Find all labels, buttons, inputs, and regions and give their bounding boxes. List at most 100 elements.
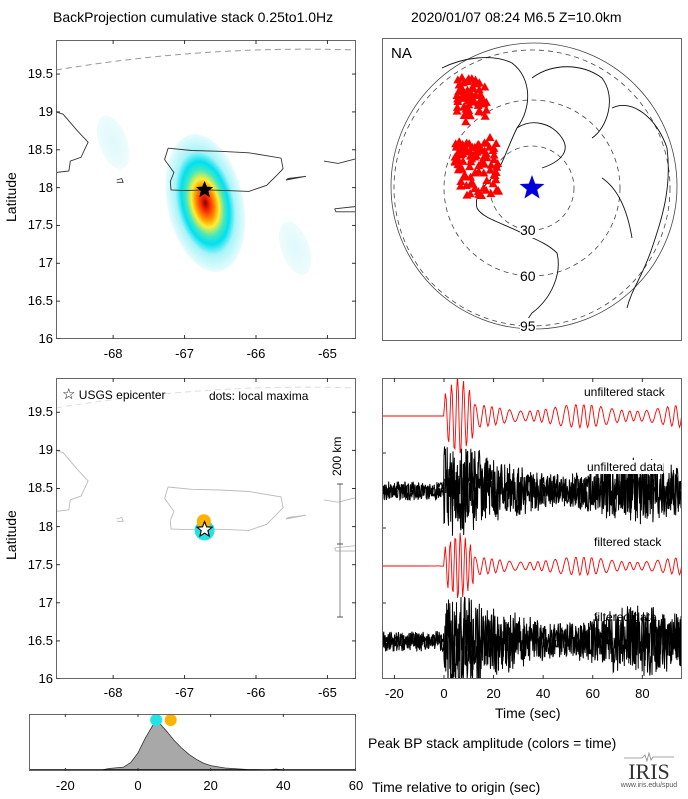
ring-label-30: 30 bbox=[520, 222, 536, 238]
iris-logo: IRIS www.iris.edu/spud bbox=[618, 752, 680, 789]
station-triangle-icon bbox=[486, 160, 496, 169]
secondary-lobe bbox=[279, 221, 312, 275]
station-triangle-icon bbox=[480, 111, 490, 120]
xtick-label: -20 bbox=[384, 686, 404, 701]
station-triangle-icon bbox=[469, 97, 479, 106]
coastline-st-croix bbox=[334, 206, 356, 213]
continent-outline bbox=[611, 104, 669, 309]
station-triangle-icon bbox=[452, 102, 462, 111]
iris-logo-text: IRIS bbox=[628, 759, 670, 784]
station-triangle-icon bbox=[490, 171, 500, 179]
trace-label-unfiltered-stack: unfiltered stack bbox=[584, 385, 665, 399]
station-triangle-icon bbox=[469, 150, 479, 159]
ytick-label: 16.5 bbox=[27, 632, 53, 648]
station-triangle-icon bbox=[481, 105, 491, 114]
trace-label-filtered-data: filtered data bbox=[594, 610, 657, 624]
xtick-label: -20 bbox=[55, 778, 75, 793]
station-triangle-icon bbox=[473, 186, 483, 195]
network-label: NA bbox=[391, 45, 412, 62]
ytick-label: 17 bbox=[38, 255, 53, 271]
station-triangle-icon bbox=[480, 82, 490, 91]
scale-bar-label: 200 km bbox=[330, 436, 344, 476]
xtick-label: 40 bbox=[276, 778, 291, 793]
heatmap-ylabel: Latitude bbox=[3, 172, 19, 222]
maxima-ylabel: Latitude bbox=[3, 510, 19, 560]
continent-outline bbox=[531, 66, 610, 139]
plot-frame bbox=[382, 378, 682, 679]
coastline-mona bbox=[116, 516, 124, 522]
local-maximum-dot bbox=[196, 514, 211, 529]
station-triangle-icon bbox=[493, 186, 503, 195]
station-triangle-icon bbox=[465, 162, 475, 171]
station-triangle-icon bbox=[453, 159, 463, 168]
backprojection-heatmap bbox=[56, 40, 356, 339]
seismogram-panel bbox=[382, 378, 682, 679]
station-triangle-icon bbox=[474, 107, 484, 116]
heatmap-title: BackProjection cumulative stack 0.25to1.… bbox=[53, 9, 334, 25]
coastline-vieques bbox=[285, 175, 307, 181]
xtick-label: 0 bbox=[134, 778, 142, 793]
station-triangle-icon bbox=[484, 142, 494, 151]
peak-xlabel: Time relative to origin (sec) bbox=[372, 779, 541, 795]
station-triangle-icon bbox=[465, 189, 475, 198]
peak-amplitude-plot bbox=[29, 714, 356, 771]
station-triangle-icon bbox=[452, 91, 462, 100]
epicenter-star-icon bbox=[196, 180, 214, 198]
station-triangle-icon bbox=[453, 97, 463, 106]
station-triangle-icon bbox=[461, 180, 471, 189]
station-triangle-icon bbox=[454, 148, 464, 157]
ytick-label: 17.5 bbox=[27, 217, 53, 233]
station-triangle-icon bbox=[486, 189, 496, 198]
xtick-label: -68 bbox=[103, 685, 123, 700]
coastline-hispaniola bbox=[56, 449, 89, 512]
ytick-label: 17.5 bbox=[27, 556, 53, 572]
peak-title: Peak BP stack amplitude (colors = time) bbox=[368, 735, 617, 751]
station-triangle-icon bbox=[466, 172, 476, 181]
station-triangle-icon bbox=[477, 145, 487, 154]
station-triangle-icon bbox=[467, 154, 477, 163]
xtick-label: 20 bbox=[486, 686, 501, 701]
station-triangle-icon bbox=[460, 170, 470, 179]
station-triangle-icon bbox=[451, 139, 461, 148]
event-info-title: 2020/01/07 08:24 M6.5 Z=10.0km bbox=[411, 9, 622, 25]
station-triangle-icon bbox=[476, 90, 486, 99]
unfiltered-stack-trace bbox=[382, 378, 682, 454]
filtered-data-trace bbox=[382, 606, 682, 677]
station-triangle-icon bbox=[462, 77, 472, 86]
station-triangle-icon bbox=[470, 168, 480, 177]
secondary-lobe bbox=[96, 115, 130, 169]
trace-label-unfiltered-data: unfiltered data bbox=[587, 460, 664, 474]
filtered-stack-trace bbox=[382, 532, 682, 598]
time-marker-dot bbox=[150, 714, 163, 726]
ring-label-95: 95 bbox=[520, 318, 536, 334]
station-triangle-icon bbox=[481, 97, 491, 106]
station-triangle-icon bbox=[481, 185, 491, 194]
station-triangle-icon bbox=[468, 82, 478, 91]
trace-label-filtered-stack: filtered stack bbox=[594, 535, 662, 549]
coastline-mona bbox=[116, 177, 124, 183]
ytick-label: 18 bbox=[38, 518, 53, 534]
great-circle-path bbox=[56, 48, 356, 71]
xtick-label: -66 bbox=[246, 346, 266, 361]
time-marker-dot bbox=[164, 714, 177, 726]
station-triangle-icon bbox=[489, 150, 499, 159]
xtick-label: 40 bbox=[535, 686, 551, 701]
local-maxima-map bbox=[56, 378, 356, 679]
legend-epicenter: ☆ USGS epicenter bbox=[62, 385, 166, 403]
station-triangle-icon bbox=[460, 91, 470, 100]
station-triangle-icon bbox=[481, 149, 491, 158]
coastline-puerto-rico bbox=[164, 147, 284, 192]
seismogram-logo-icon bbox=[624, 752, 674, 762]
coastline-virgin-islands bbox=[323, 158, 356, 164]
ytick-label: 16 bbox=[38, 331, 53, 346]
station-triangle-icon bbox=[485, 133, 495, 141]
xtick-label: -68 bbox=[103, 346, 123, 361]
station-triangle-icon bbox=[488, 179, 498, 188]
station-triangle-icon bbox=[466, 178, 476, 187]
xtick-label: -67 bbox=[175, 685, 194, 700]
ytick-label: 16.5 bbox=[27, 293, 53, 309]
star-outline-icon: ☆ bbox=[62, 386, 76, 403]
station-triangle-icon bbox=[467, 74, 477, 83]
ring-label-60: 60 bbox=[520, 268, 536, 284]
xtick-label: -65 bbox=[318, 685, 337, 700]
